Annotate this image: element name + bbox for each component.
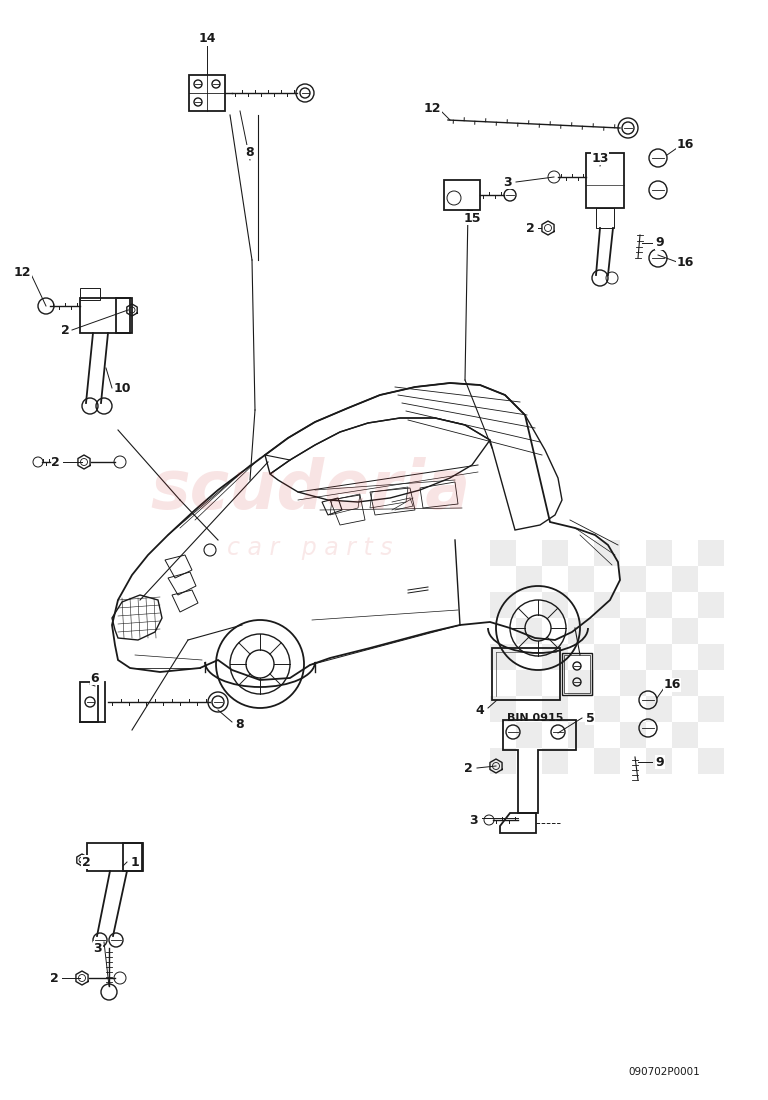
Text: 2: 2 (81, 856, 91, 869)
Bar (646, 540, 672, 566)
Bar (594, 748, 620, 774)
Bar (646, 696, 672, 722)
Bar (516, 670, 542, 696)
Bar (516, 722, 542, 748)
Bar (698, 748, 724, 774)
Bar (568, 722, 594, 748)
Text: 8: 8 (236, 718, 244, 732)
Bar (490, 696, 516, 722)
Bar (542, 644, 568, 670)
Bar (542, 696, 568, 722)
Text: 12: 12 (423, 101, 441, 114)
Bar (516, 618, 542, 644)
Text: 2: 2 (525, 221, 535, 234)
Bar (490, 748, 516, 774)
Bar (646, 592, 672, 618)
Bar (562, 653, 592, 695)
Bar (620, 566, 646, 592)
Bar (490, 540, 516, 566)
Text: 14: 14 (198, 32, 216, 44)
Text: 16: 16 (677, 255, 694, 268)
Text: 10: 10 (113, 382, 131, 395)
Text: 5: 5 (586, 712, 594, 725)
Bar (189, 75, 225, 111)
Text: 16: 16 (677, 139, 694, 152)
Bar (620, 722, 646, 748)
Text: scuderia: scuderia (150, 456, 470, 522)
Text: 090702P0001: 090702P0001 (628, 1067, 700, 1077)
Text: 2: 2 (50, 971, 58, 984)
Bar (672, 566, 698, 592)
Bar (80, 298, 130, 333)
Bar (568, 670, 594, 696)
Bar (594, 592, 620, 618)
Bar (564, 654, 590, 693)
Text: BIN 0915: BIN 0915 (507, 713, 563, 723)
Bar (542, 748, 568, 774)
Bar (698, 644, 724, 670)
Bar (646, 748, 672, 774)
Bar (123, 843, 143, 871)
Bar (594, 540, 620, 566)
Bar (698, 696, 724, 722)
Bar (620, 618, 646, 644)
Bar (568, 618, 594, 644)
Text: 3: 3 (504, 176, 512, 188)
Bar (80, 288, 100, 300)
Bar (444, 180, 480, 210)
Bar (698, 540, 724, 566)
Bar (594, 644, 620, 670)
Text: 15: 15 (463, 211, 481, 224)
Bar (672, 670, 698, 696)
Bar (490, 592, 516, 618)
Text: 3: 3 (94, 942, 102, 955)
Text: 3: 3 (470, 814, 478, 826)
Text: 2: 2 (464, 761, 472, 774)
Bar (672, 722, 698, 748)
Text: c a r   p a r t s: c a r p a r t s (227, 536, 392, 560)
Text: 8: 8 (246, 145, 254, 158)
Bar (568, 566, 594, 592)
Bar (646, 644, 672, 670)
Bar (80, 682, 98, 722)
Bar (596, 208, 614, 228)
Text: 13: 13 (591, 152, 609, 165)
Bar (516, 566, 542, 592)
Text: 2: 2 (61, 323, 69, 337)
Bar (116, 298, 132, 333)
Text: 1: 1 (131, 856, 139, 869)
Bar (542, 592, 568, 618)
Bar (492, 648, 560, 700)
Bar (87, 843, 142, 871)
Bar (586, 153, 624, 208)
Bar (542, 540, 568, 566)
Bar (490, 644, 516, 670)
Text: 6: 6 (91, 671, 99, 684)
Text: 4: 4 (475, 704, 485, 716)
Bar (672, 618, 698, 644)
Bar (698, 592, 724, 618)
Text: 9: 9 (656, 756, 664, 769)
Bar (620, 670, 646, 696)
Text: 2: 2 (51, 455, 59, 469)
Text: 12: 12 (13, 265, 31, 278)
Text: 9: 9 (656, 236, 664, 250)
Text: 16: 16 (664, 679, 680, 692)
Bar (594, 696, 620, 722)
